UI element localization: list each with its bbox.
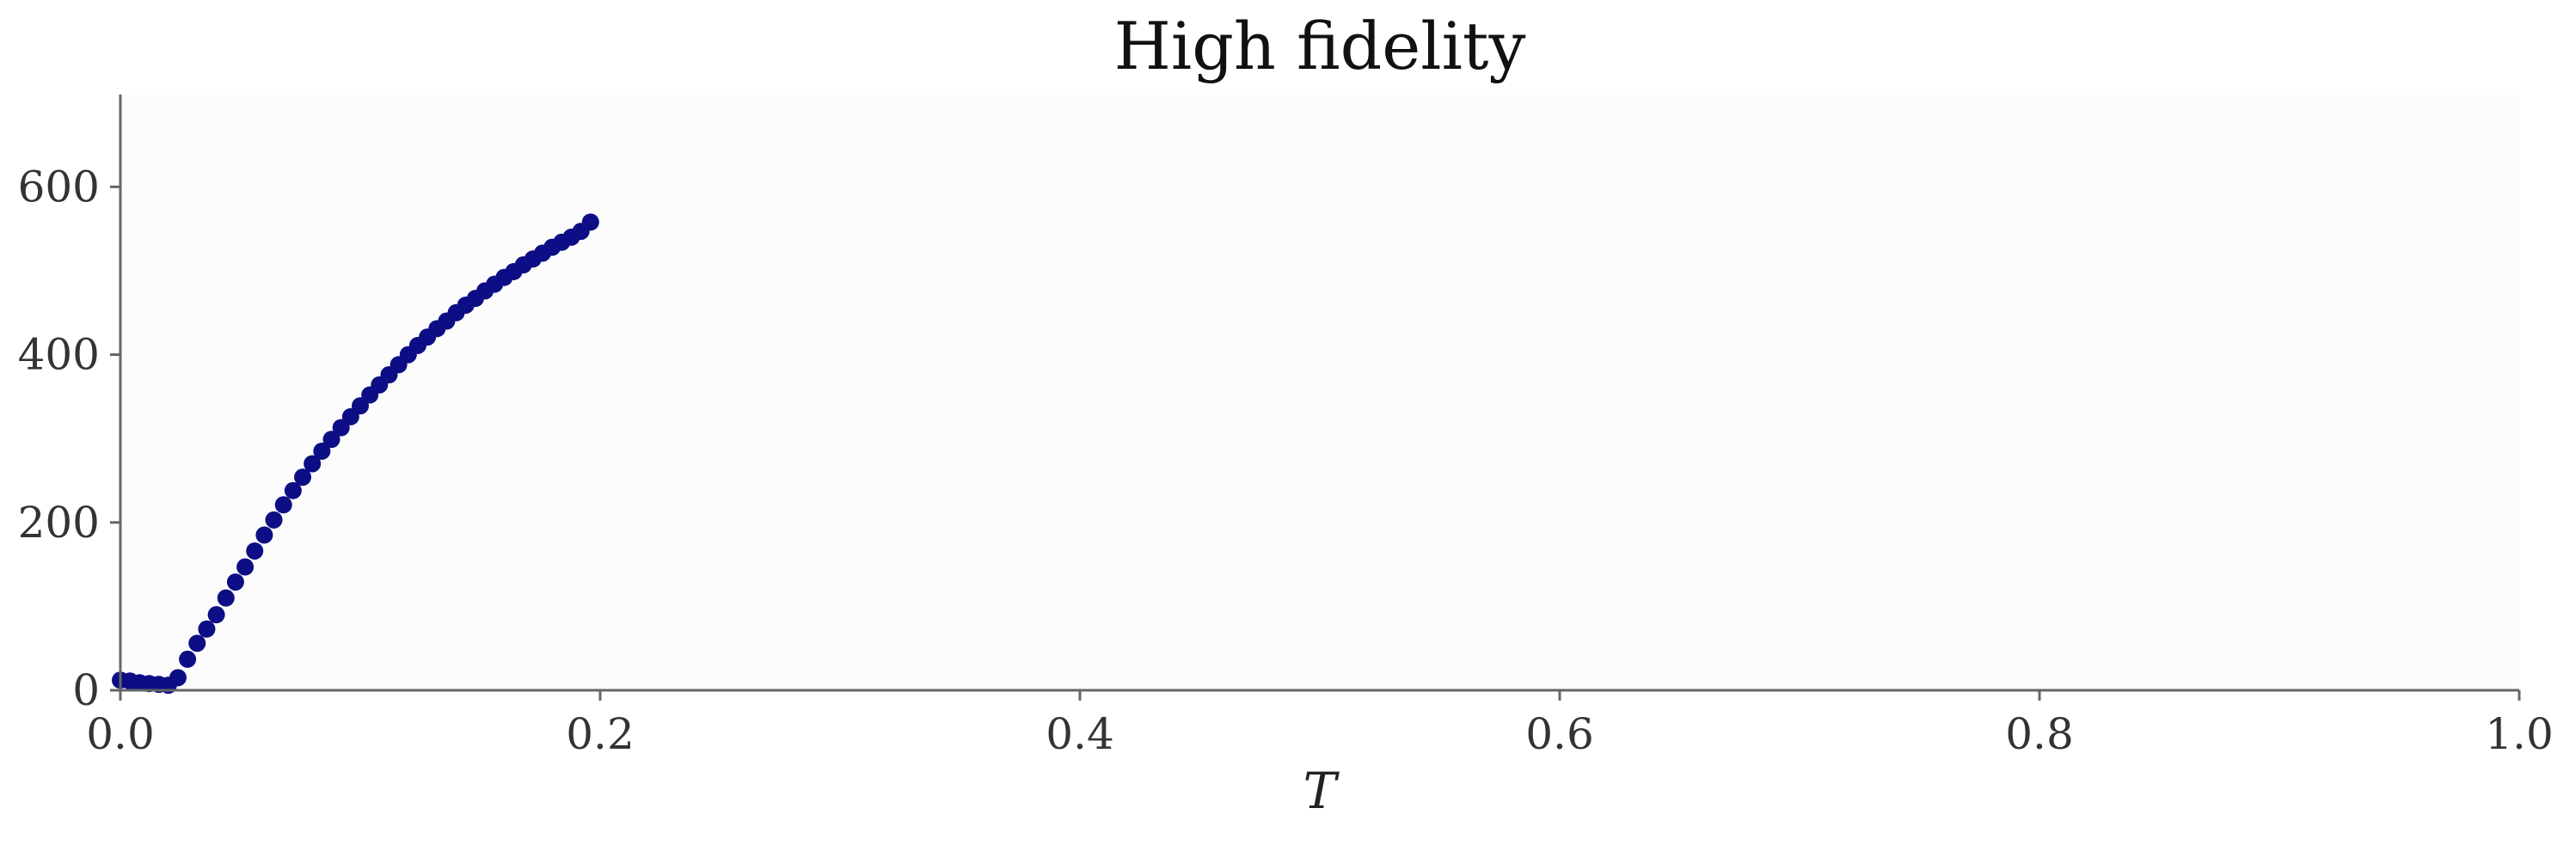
x-tick-label: 1.0 [2485, 709, 2554, 759]
data-point [255, 526, 273, 544]
data-point [294, 468, 312, 487]
data-point [226, 573, 244, 591]
chart-title: High fidelity [1114, 8, 1526, 84]
data-point [274, 496, 292, 514]
y-tick-label: 0 [72, 665, 100, 715]
data-point [246, 542, 264, 560]
x-tick-label: 0.0 [86, 709, 155, 759]
x-tick-label: 0.6 [1525, 709, 1594, 759]
x-tick-label: 0.8 [2005, 709, 2074, 759]
y-tick-label: 200 [18, 498, 100, 548]
data-point [313, 442, 331, 460]
data-point [265, 511, 283, 529]
data-series [112, 213, 599, 695]
data-point [188, 634, 206, 652]
data-point [169, 669, 187, 687]
data-point [304, 455, 322, 473]
y-tick-label: 400 [18, 330, 100, 380]
x-tick-label: 0.4 [1046, 709, 1114, 759]
x-tick-label: 0.2 [566, 709, 635, 759]
data-point [179, 650, 197, 668]
data-point [284, 481, 302, 499]
y-tick-label: 600 [18, 162, 100, 211]
data-point [217, 589, 235, 607]
data-point [236, 558, 255, 576]
y-axis-ticks: 0 200 400 600 [18, 162, 120, 715]
plot-area [120, 95, 2519, 690]
data-point [198, 620, 216, 638]
x-axis-ticks: 0.0 0.2 0.4 0.6 0.8 1.0 [86, 690, 2554, 759]
data-point [207, 606, 225, 624]
data-point [322, 431, 340, 449]
x-axis-label: T [1303, 762, 1340, 820]
data-point [581, 213, 599, 231]
